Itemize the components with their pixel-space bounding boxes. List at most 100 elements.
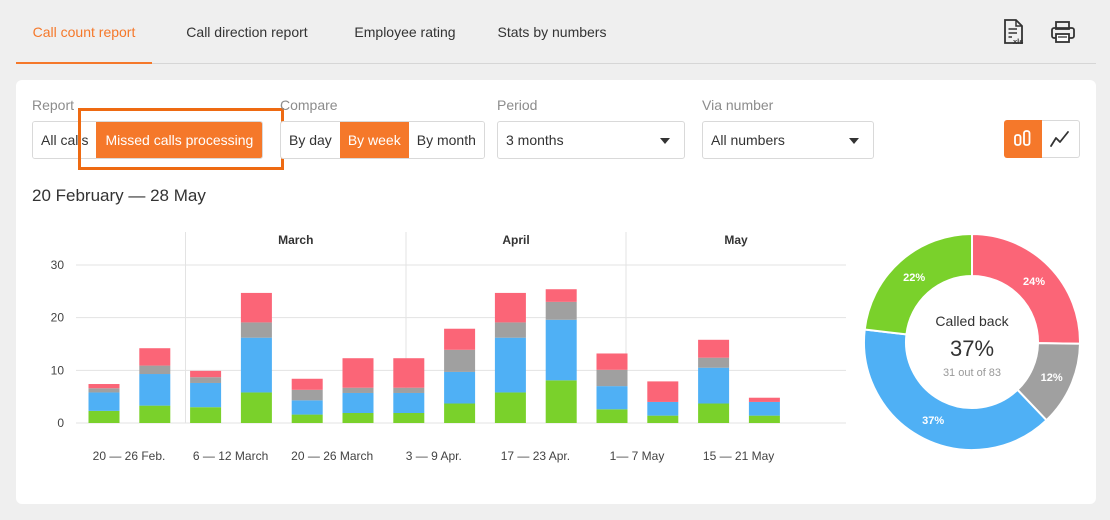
tab-stats-by-numbers[interactable]: Stats by numbers (497, 24, 607, 40)
bar-segment (647, 381, 679, 402)
via-number-select[interactable]: All numbers (702, 121, 874, 159)
bar-segment (88, 388, 120, 393)
slice-label: 24% (1023, 276, 1045, 288)
caret-down-icon (849, 138, 859, 144)
xls-export-icon[interactable]: xls (1002, 18, 1028, 46)
bar-segment (494, 392, 526, 423)
bar-segment (748, 415, 780, 423)
period-filter-label: Period (497, 97, 538, 113)
bar-segment (545, 319, 577, 381)
bar-segment (444, 328, 476, 350)
compare-toggle: By day By week By month (280, 121, 485, 159)
bar-segment (698, 403, 730, 423)
donut-center-sub: 31 out of 83 (943, 367, 1001, 379)
via-number-filter-label: Via number (702, 97, 774, 113)
by-week-option[interactable]: By week (339, 122, 409, 158)
report-card: Report All calls Missed calls processing… (16, 80, 1096, 504)
by-day-option[interactable]: By day (281, 122, 340, 158)
via-number-value: All numbers (711, 132, 785, 148)
bar-segment (240, 322, 272, 338)
y-tick-label: 0 (57, 416, 64, 430)
month-label: March (278, 233, 313, 247)
slice-label: 37% (922, 415, 944, 427)
bar-segment (291, 389, 323, 401)
all-calls-option[interactable]: All calls (33, 122, 97, 158)
bar-segment (698, 357, 730, 368)
bar-segment (291, 414, 323, 423)
report-type-toggle: All calls Missed calls processing (32, 121, 264, 159)
bar-segment (647, 415, 679, 423)
bar-segment (596, 386, 628, 410)
bar-segment (139, 365, 171, 375)
bar-segment (342, 387, 374, 393)
x-tick-label: 3 — 9 Apr. (406, 449, 462, 463)
bar-segment (190, 407, 222, 423)
bar-chart-icon (1014, 130, 1031, 146)
donut-center-label: Called back (935, 313, 1009, 329)
bar-segment (545, 289, 577, 302)
donut-slice (863, 232, 973, 336)
bar-segment (240, 292, 272, 323)
bar-segment (444, 403, 476, 423)
stacked-bar-chart: 0 10 20 30 March April May 20 — 26 Feb. 6 — 12 M… (51, 232, 846, 463)
y-tick-label: 20 (51, 311, 65, 325)
bar-segment (596, 409, 628, 423)
bar-segment (545, 380, 577, 423)
bar-chart-view-button[interactable] (1004, 120, 1042, 158)
bar-segment (139, 405, 171, 423)
bar-segment (393, 392, 425, 413)
line-chart-icon (1050, 131, 1069, 147)
line-chart-view-button[interactable] (1042, 120, 1080, 158)
x-tick-label: 15 — 21 May (703, 449, 774, 463)
bar-segment (291, 400, 323, 415)
bar-segment (647, 401, 679, 416)
bar-segment (494, 322, 526, 338)
tab-call-count-report[interactable]: Call count report (16, 0, 152, 64)
y-tick-label: 30 (51, 258, 65, 272)
bar-segment (698, 367, 730, 404)
donut-slice (863, 328, 1048, 451)
bar-segment (190, 377, 222, 383)
bar-segment (342, 358, 374, 388)
bar-segment (596, 369, 628, 387)
bar-segment (88, 392, 120, 411)
report-filter-label: Report (32, 97, 75, 113)
x-tick-label: 20 — 26 March (291, 449, 373, 463)
missed-calls-processing-option[interactable]: Missed calls processing (96, 122, 263, 158)
bar-segment (139, 374, 171, 406)
bar-segment (393, 412, 425, 423)
bar-segment (444, 371, 476, 404)
bar-segment (190, 382, 222, 408)
bar-segment (190, 370, 222, 378)
bar-segment (240, 337, 272, 393)
by-month-option[interactable]: By month (408, 122, 484, 158)
caret-down-icon (660, 138, 670, 144)
bar-segment (88, 384, 120, 389)
bar-segment (139, 348, 171, 366)
bar-segment (393, 358, 425, 388)
y-tick-label: 10 (51, 363, 65, 377)
bar-segment (342, 412, 374, 423)
called-back-donut-chart: 24% 12% 37% 22% Called back 37% 31 out of 83 (863, 232, 1082, 451)
bar-segment (545, 301, 577, 320)
bar-segment (494, 337, 526, 393)
bar-segment (88, 410, 120, 423)
bar-segment (698, 339, 730, 358)
period-select[interactable]: 3 months (497, 121, 685, 159)
donut-center-value: 37% (950, 336, 994, 361)
x-tick-label: 1— 7 May (610, 449, 665, 463)
bar-segment (291, 378, 323, 390)
tab-call-direction-report[interactable]: Call direction report (186, 24, 308, 40)
report-tabs: Call count report Call direction report … (16, 0, 1096, 64)
bar-segment (596, 353, 628, 370)
tab-employee-rating[interactable]: Employee rating (354, 24, 456, 40)
period-value: 3 months (506, 132, 564, 148)
printer-icon[interactable] (1050, 18, 1076, 46)
bar-segment (748, 397, 780, 402)
bar-segment (494, 292, 526, 323)
date-range-title: 20 February — 28 May (32, 186, 206, 205)
bar-segment (444, 349, 476, 372)
month-label: April (502, 233, 529, 247)
x-tick-label: 20 — 26 Feb. (93, 449, 166, 463)
slice-label: 12% (1041, 372, 1063, 384)
